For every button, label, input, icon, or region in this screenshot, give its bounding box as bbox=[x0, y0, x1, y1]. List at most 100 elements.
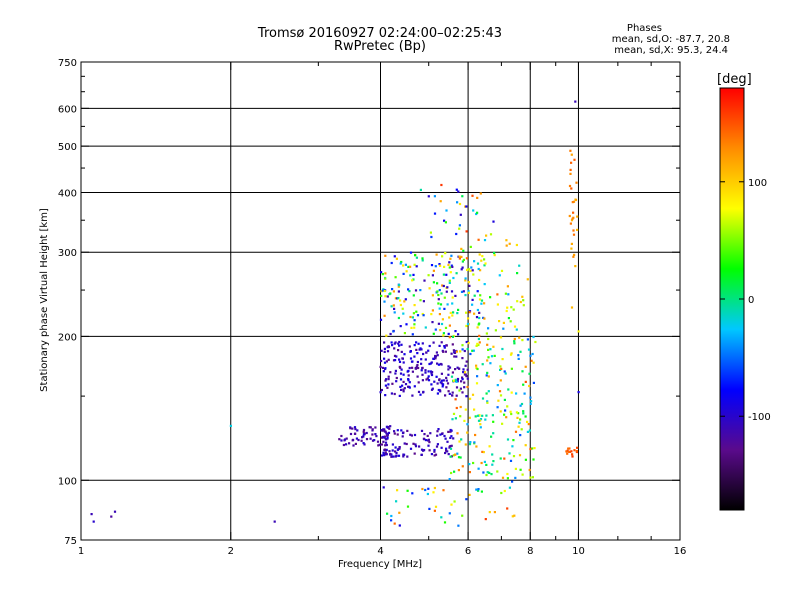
data-point bbox=[452, 412, 456, 415]
data-point bbox=[434, 265, 437, 268]
data-point bbox=[457, 333, 460, 336]
data-point bbox=[486, 343, 489, 346]
data-point bbox=[450, 352, 453, 355]
data-point bbox=[349, 432, 353, 436]
data-point bbox=[447, 390, 450, 393]
data-point bbox=[485, 392, 488, 395]
data-point bbox=[569, 222, 572, 225]
data-point bbox=[477, 419, 481, 422]
data-point bbox=[422, 352, 425, 356]
data-point bbox=[430, 453, 433, 456]
data-point bbox=[567, 447, 570, 450]
data-point bbox=[415, 310, 418, 313]
data-point bbox=[415, 341, 418, 344]
data-point bbox=[456, 201, 459, 204]
data-point bbox=[501, 347, 504, 351]
data-point bbox=[443, 296, 446, 299]
data-point bbox=[479, 426, 482, 429]
data-point bbox=[572, 200, 576, 203]
data-point bbox=[483, 258, 486, 261]
data-point bbox=[491, 453, 494, 456]
data-point bbox=[449, 311, 452, 314]
data-point bbox=[421, 373, 424, 376]
data-point bbox=[568, 214, 571, 218]
data-point bbox=[567, 450, 570, 453]
data-point bbox=[526, 430, 529, 433]
data-point bbox=[413, 304, 416, 307]
data-point bbox=[380, 388, 383, 392]
data-point bbox=[472, 349, 475, 352]
data-point bbox=[452, 454, 455, 457]
x-tick-label: 16 bbox=[674, 546, 687, 557]
data-point bbox=[402, 431, 405, 434]
data-point bbox=[342, 443, 345, 447]
data-point bbox=[481, 363, 484, 366]
data-point bbox=[431, 309, 434, 312]
data-point bbox=[437, 388, 440, 392]
data-point bbox=[408, 345, 411, 348]
data-point bbox=[502, 327, 505, 330]
data-point bbox=[387, 378, 390, 381]
data-point bbox=[402, 361, 405, 364]
data-point bbox=[428, 507, 431, 510]
data-point bbox=[436, 430, 439, 433]
data-point bbox=[418, 445, 421, 448]
data-point bbox=[409, 274, 412, 277]
data-point bbox=[395, 355, 398, 358]
data-point bbox=[460, 268, 463, 271]
data-point bbox=[447, 430, 450, 433]
data-point bbox=[515, 243, 518, 247]
data-point bbox=[383, 341, 386, 344]
data-point bbox=[273, 520, 276, 523]
data-point bbox=[400, 260, 403, 264]
data-point bbox=[384, 441, 388, 444]
data-point bbox=[466, 385, 469, 389]
data-point bbox=[570, 153, 573, 156]
y-tick-label: 75 bbox=[64, 536, 77, 547]
data-point bbox=[443, 521, 447, 524]
data-point bbox=[340, 439, 343, 442]
data-point bbox=[517, 425, 520, 428]
data-point bbox=[468, 416, 471, 419]
data-point bbox=[457, 469, 460, 472]
data-point bbox=[414, 289, 418, 292]
data-point bbox=[505, 244, 508, 247]
data-point bbox=[395, 380, 398, 383]
data-point bbox=[503, 370, 506, 373]
data-point bbox=[409, 447, 413, 450]
data-point bbox=[446, 286, 449, 289]
data-point bbox=[509, 459, 513, 462]
data-point bbox=[461, 348, 464, 351]
data-point bbox=[471, 269, 474, 272]
data-point bbox=[444, 451, 447, 455]
data-point bbox=[489, 233, 493, 236]
data-point bbox=[484, 518, 487, 521]
data-point bbox=[421, 257, 424, 260]
data-point bbox=[393, 522, 396, 525]
data-point bbox=[450, 435, 453, 438]
y-tick-label: 600 bbox=[58, 104, 77, 115]
data-point bbox=[496, 384, 499, 387]
data-point bbox=[429, 231, 432, 234]
data-point bbox=[463, 371, 467, 374]
data-point bbox=[373, 439, 376, 442]
data-point bbox=[397, 297, 400, 300]
data-point bbox=[405, 270, 408, 273]
data-point bbox=[390, 305, 393, 308]
data-point bbox=[465, 257, 468, 260]
data-point bbox=[368, 426, 371, 429]
data-point bbox=[376, 440, 380, 443]
data-point bbox=[362, 428, 366, 432]
data-point bbox=[514, 476, 517, 479]
data-point bbox=[391, 443, 394, 446]
data-point bbox=[458, 257, 461, 260]
data-point bbox=[433, 454, 436, 457]
data-point bbox=[420, 453, 423, 456]
data-point bbox=[487, 390, 490, 393]
data-point bbox=[533, 447, 536, 450]
data-point bbox=[361, 436, 364, 439]
data-point bbox=[386, 512, 389, 515]
data-point bbox=[399, 262, 402, 265]
data-point bbox=[468, 493, 471, 496]
data-point bbox=[371, 433, 374, 436]
